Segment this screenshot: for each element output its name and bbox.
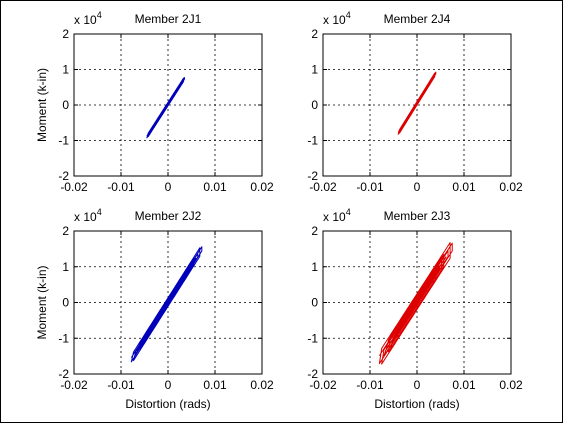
x-tick-label: -0.02 bbox=[309, 180, 337, 194]
y-axis-label: Moment (k-in) bbox=[35, 68, 49, 142]
y-multiplier-exponent: 4 bbox=[346, 207, 351, 217]
y-tick-label: 0 bbox=[311, 98, 318, 112]
y-tick-label: 2 bbox=[62, 27, 69, 41]
x-tick-label: -0.01 bbox=[356, 378, 384, 392]
x-tick-label: 0 bbox=[165, 378, 172, 392]
y-tick-label: -2 bbox=[307, 169, 318, 183]
panel-title: Member 2J3 bbox=[384, 209, 451, 223]
y-tick-label: -2 bbox=[58, 367, 69, 381]
x-tick-label: 0.02 bbox=[499, 378, 523, 392]
panel-2j2: -0.02 -0.01 0 0.01 0.02 2 1 0 -1 -2 x 104 Member 2J… bbox=[35, 207, 274, 411]
x-tick-label: 0.01 bbox=[203, 180, 227, 194]
y-tick-label: 0 bbox=[311, 296, 318, 310]
y-tick-label: -1 bbox=[307, 134, 318, 148]
y-multiplier-base: x 10 bbox=[74, 210, 97, 224]
y-multiplier-base: x 10 bbox=[74, 13, 97, 27]
x-tick-label: 0 bbox=[414, 378, 421, 392]
x-tick-label: 0 bbox=[165, 180, 172, 194]
x-tick-label: 0.02 bbox=[499, 180, 523, 194]
x-tick-label: 0.02 bbox=[250, 180, 274, 194]
panel-2j3: -0.02 -0.01 0 0.01 0.02 2 1 0 -1 -2 x 104 Member 2J… bbox=[307, 207, 523, 411]
y-tick-label: -2 bbox=[58, 169, 69, 183]
x-tick-label: 0.01 bbox=[452, 378, 476, 392]
y-tick-label: 2 bbox=[311, 27, 318, 41]
y-tick-label: -2 bbox=[307, 367, 318, 381]
x-tick-label: 0 bbox=[414, 180, 421, 194]
y-multiplier-exponent: 4 bbox=[346, 10, 351, 20]
y-tick-label: -1 bbox=[58, 134, 69, 148]
y-tick-label: 0 bbox=[62, 296, 69, 310]
series-line bbox=[378, 242, 453, 365]
x-axis-label: Distortion (rads) bbox=[374, 397, 459, 411]
y-tick-label: 1 bbox=[311, 63, 318, 77]
y-tick-label: -1 bbox=[58, 331, 69, 345]
y-multiplier-base: x 10 bbox=[323, 210, 346, 224]
x-tick-label: 0.01 bbox=[452, 180, 476, 194]
series-line bbox=[397, 71, 437, 135]
y-multiplier-label: x 104 bbox=[74, 207, 102, 224]
y-multiplier-label: x 104 bbox=[323, 10, 351, 27]
y-tick-label: 1 bbox=[311, 260, 318, 274]
y-tick-label: 2 bbox=[311, 224, 318, 238]
panel-title: Member 2J4 bbox=[384, 12, 451, 26]
panel-title: Member 2J1 bbox=[135, 12, 202, 26]
y-tick-label: 1 bbox=[62, 260, 69, 274]
x-tick-label: -0.01 bbox=[107, 378, 135, 392]
y-multiplier-exponent: 4 bbox=[97, 10, 102, 20]
x-tick-label: -0.01 bbox=[356, 180, 384, 194]
y-multiplier-label: x 104 bbox=[74, 10, 102, 27]
panel-2j1: -0.02 -0.01 0 0.01 0.02 2 1 0 -1 -2 x 104 Member 2J… bbox=[35, 10, 274, 194]
panel-2j4: -0.02 -0.01 0 0.01 0.02 2 1 0 -1 -2 x 104 Member 2J… bbox=[307, 10, 523, 194]
y-multiplier-label: x 104 bbox=[323, 207, 351, 224]
x-tick-label: -0.02 bbox=[60, 378, 88, 392]
y-tick-label: 2 bbox=[62, 224, 69, 238]
x-tick-label: -0.02 bbox=[309, 378, 337, 392]
x-axis-label: Distortion (rads) bbox=[125, 397, 210, 411]
panel-title: Member 2J2 bbox=[135, 209, 202, 223]
series-line bbox=[146, 76, 185, 139]
y-multiplier-exponent: 4 bbox=[97, 207, 102, 217]
x-tick-label: -0.01 bbox=[107, 180, 135, 194]
y-tick-label: -1 bbox=[307, 331, 318, 345]
y-tick-label: 0 bbox=[62, 98, 69, 112]
x-tick-label: 0.02 bbox=[250, 378, 274, 392]
x-tick-label: 0.01 bbox=[203, 378, 227, 392]
y-tick-label: 1 bbox=[62, 63, 69, 77]
x-tick-label: -0.02 bbox=[60, 180, 88, 194]
y-multiplier-base: x 10 bbox=[323, 13, 346, 27]
y-axis-label: Moment (k-in) bbox=[35, 265, 49, 339]
series-line bbox=[130, 246, 203, 363]
